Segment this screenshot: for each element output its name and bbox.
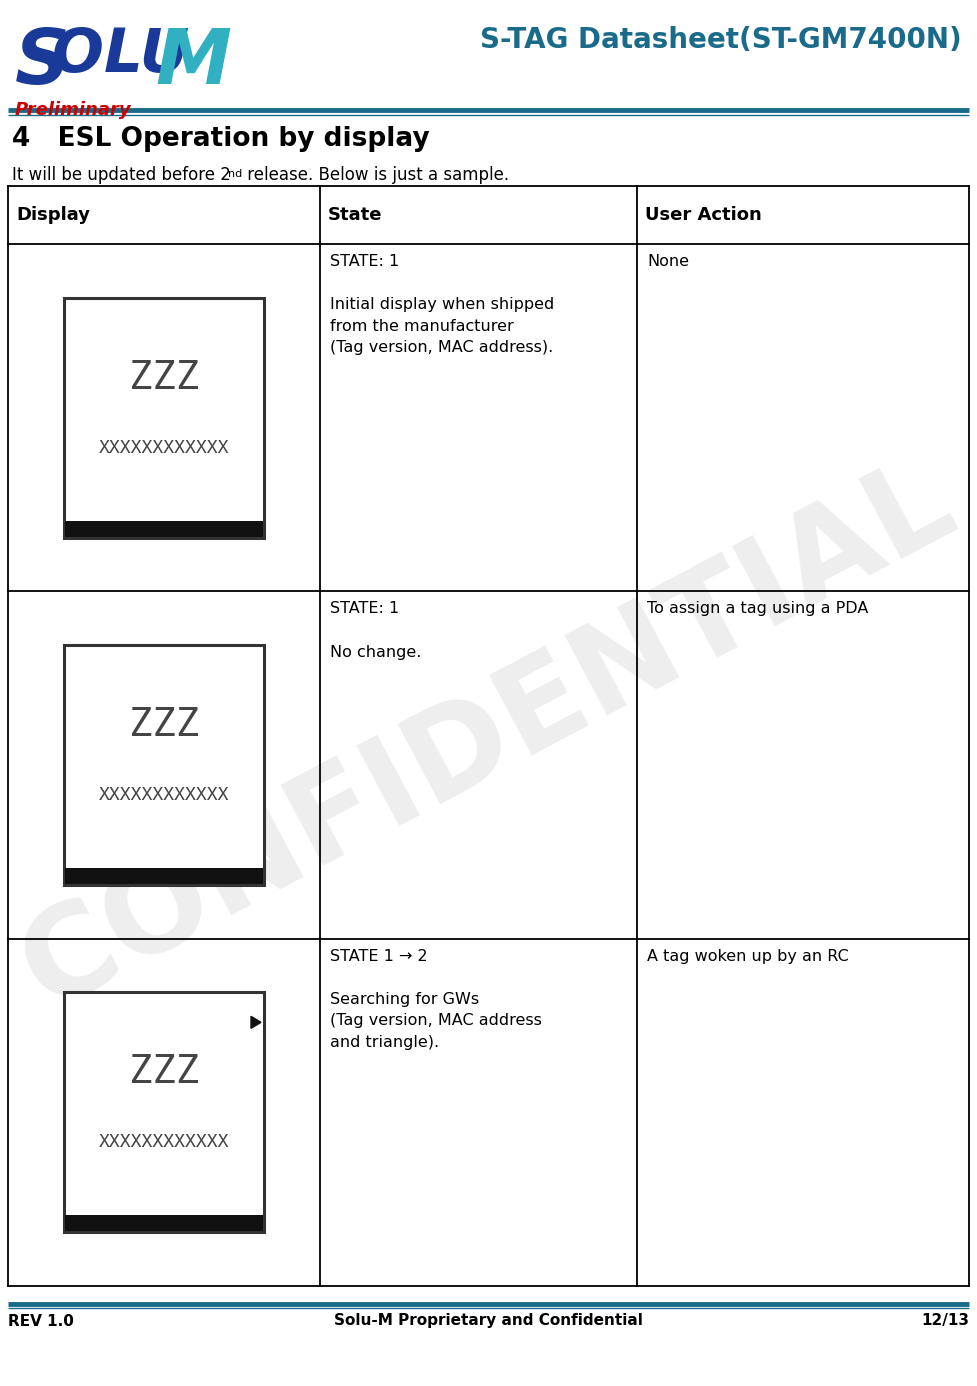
Text: None: None [647,254,689,269]
Text: It will be updated before 2: It will be updated before 2 [12,166,231,184]
Text: S: S [15,26,70,100]
Text: S-TAG Datasheet(ST-GM7400N): S-TAG Datasheet(ST-GM7400N) [481,26,962,54]
Polygon shape [251,1016,261,1028]
Text: Preliminary: Preliminary [15,101,132,119]
Text: 4   ESL Operation by display: 4 ESL Operation by display [12,126,430,152]
Bar [64,298,264,538]
Text: ZZZ: ZZZ [129,359,199,396]
Text: Solu-M Proprietary and Confidential: Solu-M Proprietary and Confidential [334,1314,643,1329]
Text: ZZZ: ZZZ [129,705,199,744]
Text: nd: nd [228,169,242,179]
Text: XXXXXXXXXXXX: XXXXXXXXXXXX [99,786,230,804]
Text: STATE: 1

Initial display when shipped
from the manufacturer
(Tag version, MAC a: STATE: 1 Initial display when shipped fr… [330,254,554,355]
Text: User Action: User Action [645,207,762,225]
Text: Display: Display [16,207,90,225]
Text: STATE 1 → 2

Searching for GWs
(Tag version, MAC address
and triangle).: STATE 1 → 2 Searching for GWs (Tag versi… [330,948,542,1051]
Text: To assign a tag using a PDA: To assign a tag using a PDA [647,602,869,617]
Text: 12/13: 12/13 [921,1314,969,1329]
Bar [65,868,263,884]
Text: STATE: 1

No change.: STATE: 1 No change. [330,602,421,660]
Text: A tag woken up by an RC: A tag woken up by an RC [647,948,849,963]
Bar [65,1216,263,1231]
Bar [64,644,264,886]
Text: CONFIDENTIAL: CONFIDENTIAL [3,439,974,1033]
Text: State: State [328,207,383,225]
Text: OLU: OLU [52,26,210,85]
Text: M: M [155,26,231,100]
Text: XXXXXXXXXXXX: XXXXXXXXXXXX [99,1134,230,1152]
Bar [65,521,263,536]
Text: XXXXXXXXXXXX: XXXXXXXXXXXX [99,438,230,456]
Text: release. Below is just a sample.: release. Below is just a sample. [242,166,509,184]
Text: REV 1.0: REV 1.0 [8,1314,74,1329]
Bar [64,992,264,1232]
Text: ZZZ: ZZZ [129,1053,199,1091]
